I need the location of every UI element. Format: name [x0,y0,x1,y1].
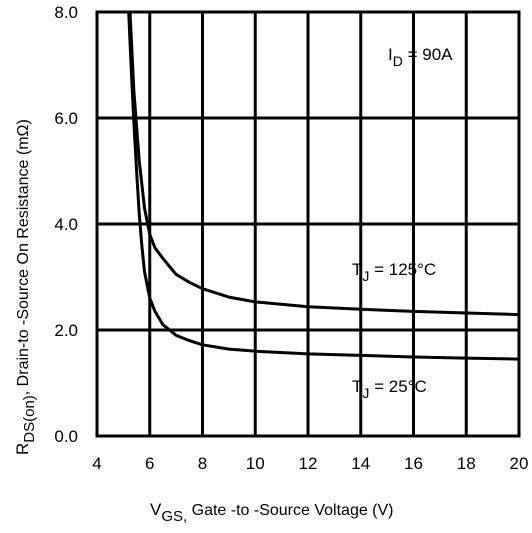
x-tick-label: 12 [299,454,318,473]
y-tick-labels: 0.0 2.0 4.0 6.0 8.0 [54,3,78,446]
id-note: ID = 90A [388,45,453,69]
tj25-note: TJ = 25°C [352,377,427,401]
x-tick-label: 20 [510,454,529,473]
x-tick-label: 10 [246,454,265,473]
series-line-tj125 [128,11,520,317]
annotations: ID = 90A TJ = 125°C TJ = 25°C [352,45,453,401]
curves [127,11,520,361]
y-tick-label: 0.0 [54,427,78,446]
x-tick-label: 14 [351,454,370,473]
x-axis-label: VGS, Gate -to -Source Voltage (V) [150,500,394,525]
y-axis-label: RDS(on), Drain-to -Source On Resistance … [13,119,38,455]
x-tick-label: 4 [92,454,101,473]
y-tick-label: 4.0 [54,215,78,234]
tj125-note: TJ = 125°C [352,260,436,284]
x-tick-label: 18 [457,454,476,473]
x-tick-label: 8 [198,454,207,473]
x-tick-label: 6 [145,454,154,473]
series-line-tj25 [127,11,520,361]
y-tick-label: 6.0 [54,109,78,128]
y-tick-label: 2.0 [54,321,78,340]
y-tick-label: 8.0 [54,3,78,22]
grid [97,12,519,436]
plot-frame [95,10,521,438]
x-tick-labels: 4 6 8 10 12 14 16 18 20 [92,454,528,473]
x-tick-label: 16 [404,454,423,473]
